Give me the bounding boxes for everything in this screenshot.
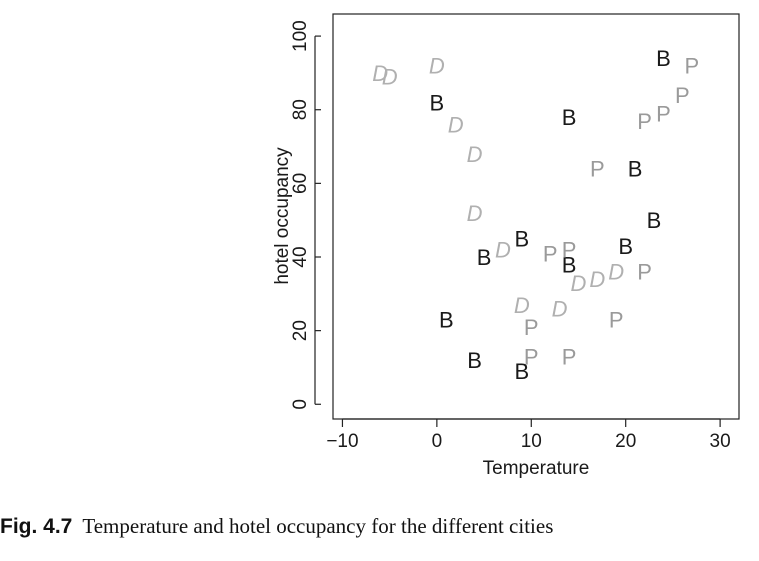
- x-tick-label: −10: [326, 431, 358, 452]
- x-tick-label: 0: [432, 431, 443, 452]
- data-point-b: B: [562, 105, 577, 130]
- data-point-b: B: [647, 208, 662, 233]
- data-point-d: D: [372, 61, 388, 86]
- data-point-b: B: [618, 234, 633, 259]
- data-point-p: P: [562, 238, 577, 263]
- y-axis: 0 20 40 60 80 100: [290, 20, 321, 410]
- caption-text: Temperature and hotel occupancy for the …: [82, 514, 554, 538]
- data-point-d: D: [608, 260, 624, 285]
- data-point-d: D: [382, 65, 398, 90]
- x-axis: −10 0 10 20 30: [326, 418, 731, 452]
- data-point-p: P: [562, 344, 577, 369]
- data-point-p: P: [684, 54, 699, 79]
- x-tick-label: 30: [710, 431, 731, 452]
- data-point-d: D: [429, 54, 445, 79]
- data-point-d: D: [514, 293, 530, 318]
- data-point-p: P: [609, 308, 624, 333]
- data-point-p: P: [590, 157, 605, 182]
- y-tick-label: 80: [290, 99, 311, 120]
- data-point-d: D: [589, 267, 605, 292]
- data-point-p: P: [524, 315, 539, 340]
- y-tick-label: 60: [290, 173, 311, 194]
- y-tick-label: 100: [290, 20, 311, 52]
- y-axis-label: hotel occupancy: [272, 147, 293, 285]
- data-point-d: D: [495, 238, 511, 263]
- y-tick-label: 20: [290, 320, 311, 341]
- data-point-p: P: [524, 344, 539, 369]
- data-point-d: D: [467, 142, 483, 167]
- data-point-d: D: [552, 297, 568, 322]
- data-point-p: P: [543, 241, 558, 266]
- data-point-p: P: [675, 83, 690, 108]
- data-point-b: B: [656, 46, 671, 71]
- x-tick-label: 10: [521, 431, 542, 452]
- data-point-b: B: [514, 227, 529, 252]
- data-point-d: D: [448, 112, 464, 137]
- data-point-b: B: [514, 359, 529, 384]
- data-point-b: B: [628, 157, 643, 182]
- y-tick-label: 0: [290, 399, 311, 410]
- figure-caption: Fig. 4.7 Temperature and hotel occupancy …: [0, 514, 553, 539]
- x-axis-label: Temperature: [483, 458, 590, 479]
- data-point-b: B: [439, 308, 454, 333]
- data-point-d: D: [467, 201, 483, 226]
- data-point-b: B: [477, 245, 492, 270]
- data-point-p: P: [637, 109, 652, 134]
- data-point-p: P: [637, 260, 652, 285]
- data-point-b: B: [562, 252, 577, 277]
- y-tick-label: 40: [290, 246, 311, 267]
- caption-label: Fig. 4.7: [0, 515, 73, 538]
- data-point-b: B: [430, 90, 445, 115]
- data-point-p: P: [656, 101, 671, 126]
- data-point-b: B: [467, 348, 482, 373]
- x-tick-label: 20: [615, 431, 636, 452]
- data-point-d: D: [571, 271, 587, 296]
